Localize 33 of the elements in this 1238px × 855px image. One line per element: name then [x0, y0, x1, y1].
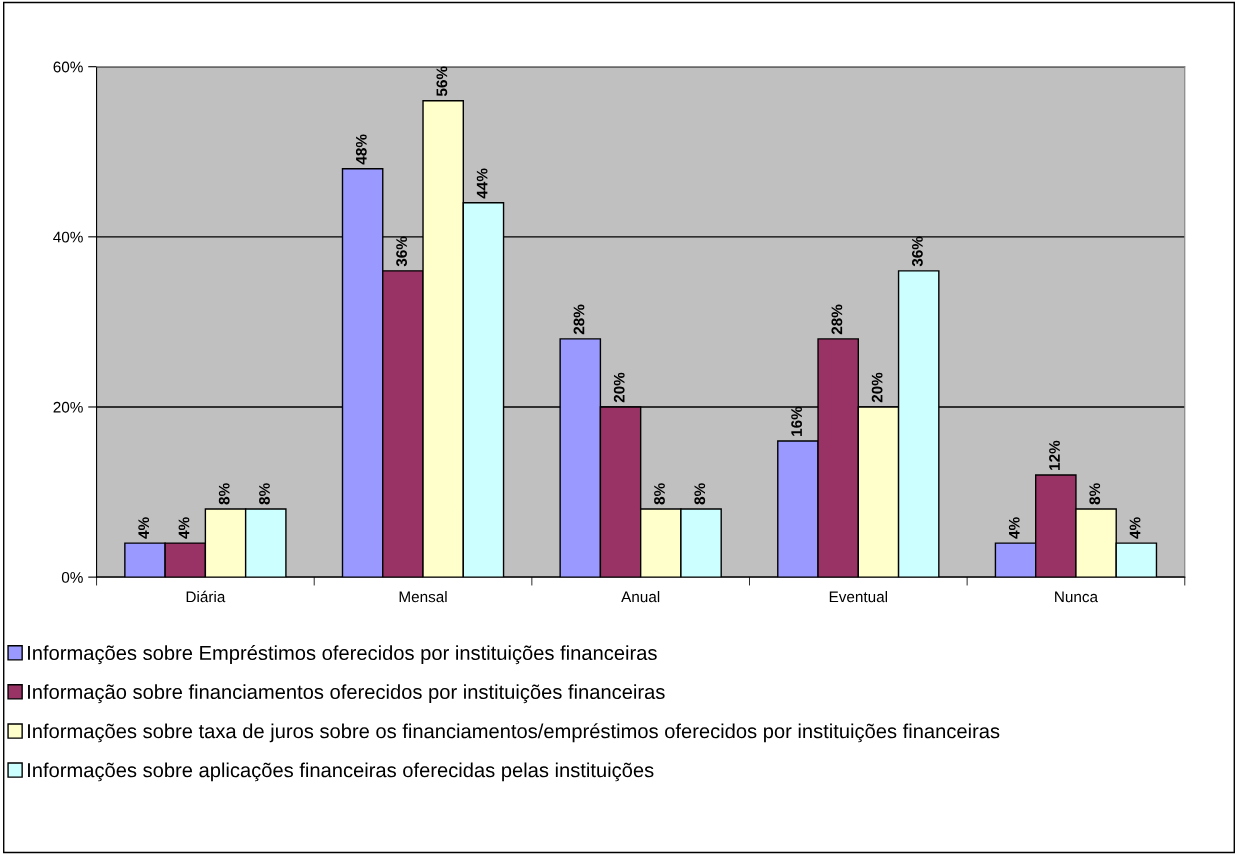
- data-label: 8%: [1089, 483, 1101, 505]
- data-label: 20%: [613, 372, 625, 403]
- legend-label: Informações sobre Empréstimos oferecidos por instituições financeiras: [28, 645, 657, 665]
- data-label: 4%: [138, 517, 150, 539]
- data-label: 8%: [259, 483, 270, 505]
- data-label: 4%: [1129, 517, 1141, 539]
- legend-label: Informação sobre financiamentos oferecidos por instituições financeiras: [28, 684, 665, 704]
- y-tick-label: 20%: [53, 401, 83, 413]
- data-label: 20%: [871, 372, 883, 403]
- data-label: 16%: [791, 406, 803, 436]
- data-label: 8%: [218, 483, 230, 505]
- data-label: 12%: [1049, 440, 1060, 470]
- data-label: 4%: [178, 517, 190, 539]
- y-tick-label: 0%: [61, 571, 83, 583]
- y-tick-label: 60%: [53, 61, 83, 73]
- y-tick-label: 40%: [53, 231, 83, 243]
- data-label: 36%: [396, 236, 408, 267]
- data-label: 56%: [436, 66, 448, 97]
- data-label: 44%: [476, 168, 488, 199]
- legend-label: Informações sobre aplicações financeiras oferecidas pelas instituições: [28, 762, 654, 782]
- data-label: 36%: [911, 236, 923, 267]
- data-label: 4%: [1008, 517, 1020, 539]
- data-label: 8%: [654, 483, 665, 505]
- legend-label: Informações sobre taxa de juros sobre os financiamentos/empréstimos oferecidos por instituições financeiras: [28, 723, 1000, 743]
- x-tick-label: Anual: [621, 591, 660, 603]
- x-tick-label: Nunca: [1055, 591, 1099, 603]
- x-tick-label: Mensal: [399, 591, 447, 603]
- x-tick-label: Eventual: [829, 591, 888, 603]
- data-label: 28%: [831, 304, 843, 335]
- x-tick-label: Diária: [186, 590, 226, 603]
- data-label: 48%: [355, 134, 367, 165]
- data-label: 8%: [694, 483, 706, 505]
- data-label: 28%: [573, 304, 585, 335]
